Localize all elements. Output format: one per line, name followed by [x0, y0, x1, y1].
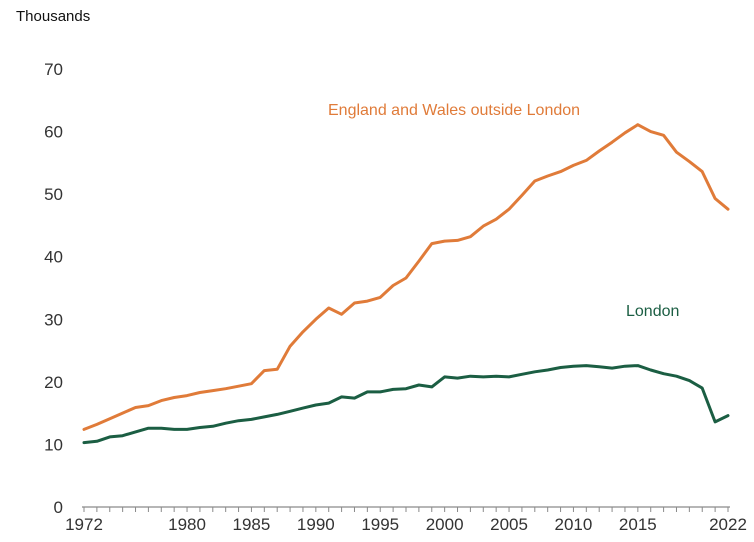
y-tick-label: 30 — [44, 310, 63, 329]
x-tick-label: 1990 — [297, 515, 335, 534]
y-tick-label: 0 — [54, 498, 63, 517]
series-line-england-wales-outside-london — [82, 123, 730, 431]
y-tick-label: 20 — [44, 373, 63, 392]
series-lines — [82, 123, 730, 445]
x-tick-label: 2005 — [490, 515, 528, 534]
y-axis-ticks: 0 10 20 30 40 50 60 70 — [44, 60, 63, 517]
x-tick-label: 1972 — [65, 515, 103, 534]
x-tick-label: 2015 — [619, 515, 657, 534]
series-label-england-wales-outside-london: England and Wales outside London — [328, 102, 580, 119]
x-axis: 1972 1980 1985 1990 1995 2000 2005 2010 2015 2022 — [65, 506, 747, 534]
x-tick-label: 2000 — [426, 515, 464, 534]
y-tick-label: 40 — [44, 248, 63, 267]
x-tick-label: 2022 — [709, 515, 747, 534]
y-tick-label: 50 — [44, 185, 63, 204]
y-tick-label: 60 — [44, 123, 63, 142]
y-axis-unit-label: Thousands — [16, 8, 90, 25]
x-tick-label: 2010 — [555, 515, 593, 534]
y-tick-label: 10 — [44, 435, 63, 454]
x-tick-label: 1985 — [233, 515, 271, 534]
y-tick-label: 70 — [44, 60, 63, 79]
series-labels: England and Wales outside London London — [328, 102, 679, 320]
x-tick-label: 1995 — [361, 515, 399, 534]
series-line-london — [82, 364, 730, 445]
series-label-london: London — [626, 303, 679, 320]
x-tick-label: 1980 — [168, 515, 206, 534]
